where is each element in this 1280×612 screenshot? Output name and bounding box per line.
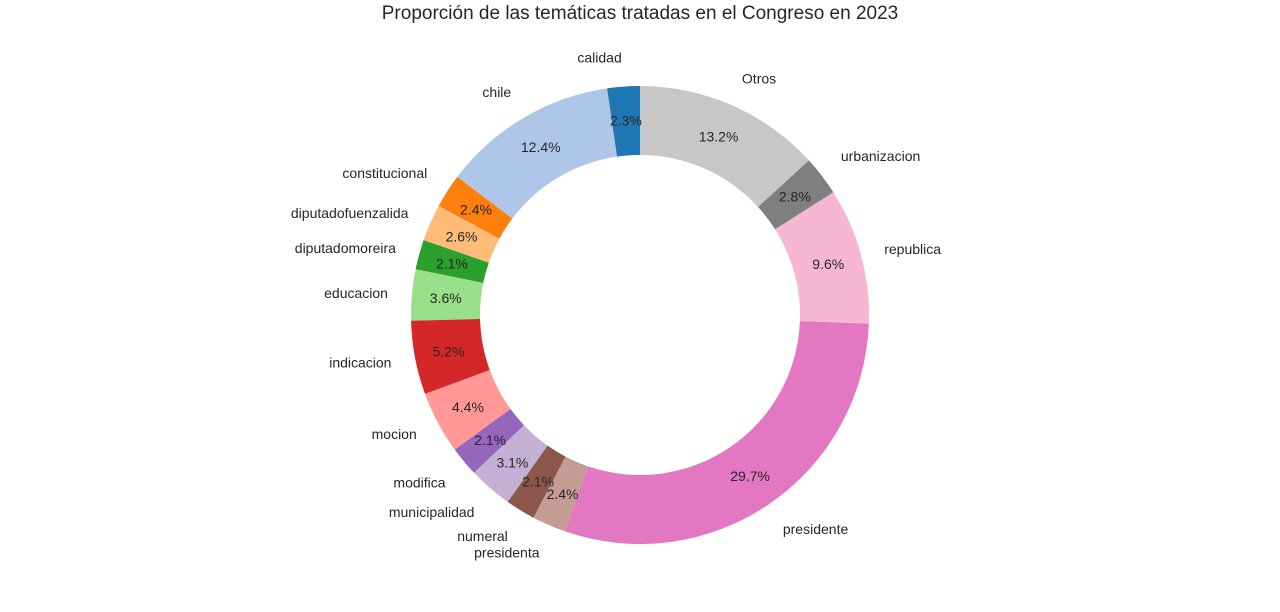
slices-group: [411, 86, 869, 544]
pct-label-diputadofuenzalida: 2.6%: [446, 228, 478, 244]
slice-modifica: [454, 409, 525, 473]
slice-label-diputadofuenzalida: diputadofuenzalida: [291, 205, 409, 221]
slice-label-diputadomoreira: diputadomoreira: [295, 240, 396, 256]
pct-label-constitucional: 2.4%: [460, 201, 492, 217]
pct-label-republica: 9.6%: [812, 256, 844, 272]
slice-presidenta: [533, 456, 588, 532]
slice-otros: [640, 86, 809, 207]
pct-label-calidad: 2.3%: [610, 113, 642, 129]
slice-label-presidente: presidente: [783, 521, 849, 537]
pct-label-mocion: 4.4%: [452, 399, 484, 415]
slice-label-chile: chile: [482, 84, 511, 100]
slice-numeral: [507, 445, 566, 518]
slice-urbanizacion: [758, 160, 834, 230]
pct-label-educacion: 3.6%: [430, 290, 462, 306]
slice-educacion: [411, 269, 484, 321]
slice-label-presidenta: presidenta: [474, 545, 540, 561]
slice-republica: [775, 192, 869, 324]
slice-label-constitucional: constitucional: [342, 165, 427, 181]
pct-label-diputadomoreira: 2.1%: [436, 256, 468, 272]
pct-label-otros: 13.2%: [699, 129, 739, 145]
pct-label-presidenta: 2.4%: [547, 486, 579, 502]
slice-indicacion: [411, 319, 490, 394]
slice-mocion: [425, 370, 511, 450]
pct-label-municipalidad: 3.1%: [496, 454, 528, 470]
slice-label-mocion: mocion: [372, 426, 417, 442]
slice-label-urbanizacion: urbanizacion: [841, 148, 920, 164]
pct-label-indicacion: 5.2%: [432, 344, 464, 360]
slice-calidad: [607, 86, 640, 157]
chart-title: Proporción de las temáticas tratadas en …: [381, 3, 899, 24]
slice-label-modifica: modifica: [393, 474, 445, 490]
pct-label-chile: 12.4%: [521, 139, 561, 155]
slice-presidente: [565, 321, 869, 544]
slice-diputadofuenzalida: [423, 205, 500, 263]
slice-label-republica: republica: [884, 241, 941, 257]
slice-label-calidad: calidad: [577, 50, 621, 66]
pct-label-numeral: 2.1%: [522, 473, 554, 489]
pct-label-urbanizacion: 2.8%: [779, 188, 811, 204]
slice-label-otros: Otros: [742, 70, 776, 86]
pct-label-presidente: 29.7%: [730, 468, 770, 484]
slice-label-numeral: numeral: [457, 528, 508, 544]
slice-label-educacion: educacion: [324, 285, 388, 301]
pct-label-modifica: 2.1%: [474, 432, 506, 448]
slice-chile: [457, 88, 617, 219]
slice-label-municipalidad: municipalidad: [389, 504, 475, 520]
slice-municipalidad: [474, 425, 548, 502]
labels-group: 2.3% calidad 12.4% chile 2.4% constitucional 2…: [291, 50, 941, 561]
slice-label-indicacion: indicacion: [329, 354, 391, 370]
slice-constitucional: [438, 176, 513, 239]
slice-diputadomoreira: [415, 240, 489, 284]
